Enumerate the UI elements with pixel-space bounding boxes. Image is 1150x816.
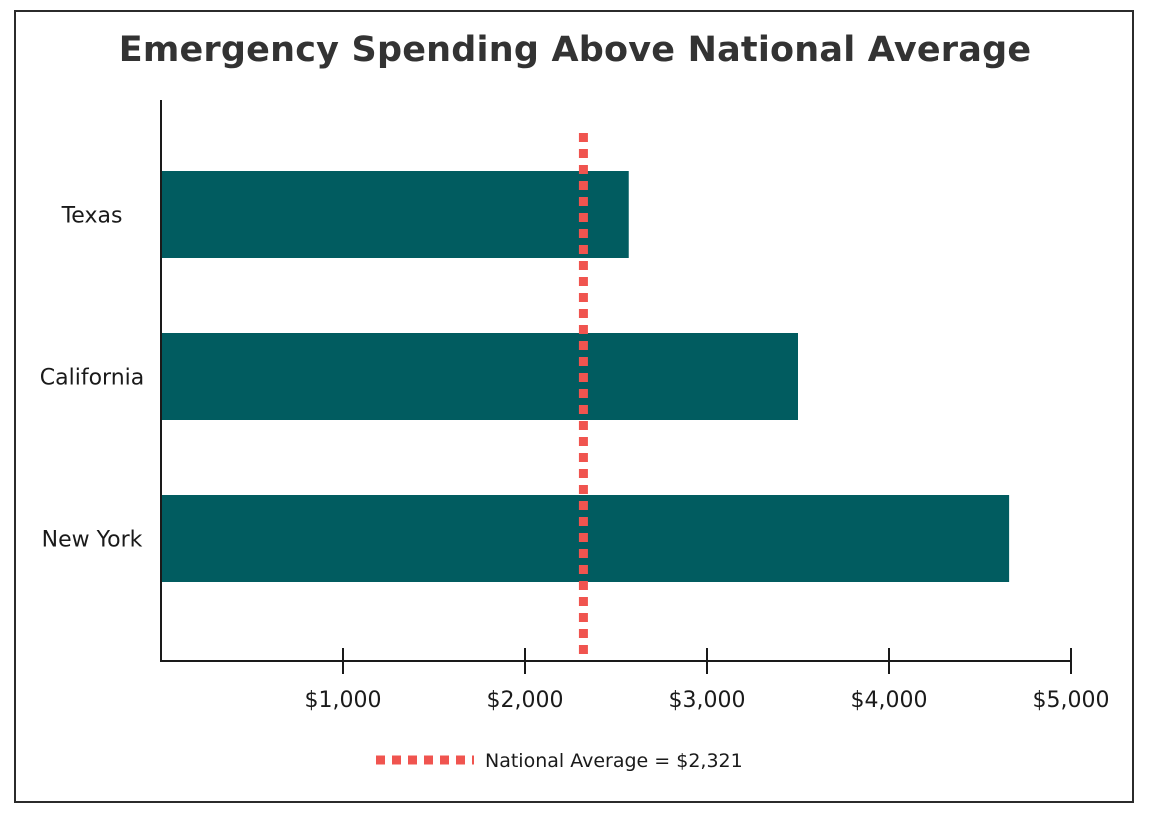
legend-label: National Average = $2,321 [485, 750, 743, 772]
x-tick-label: $1,000 [305, 688, 382, 713]
bar-california [161, 333, 798, 420]
chart-title: Emergency Spending Above National Averag… [118, 30, 1032, 70]
category-label: New York [42, 528, 143, 553]
x-tick-label: $4,000 [851, 688, 928, 713]
category-label: Texas [61, 204, 123, 229]
category-label: California [40, 366, 144, 391]
x-tick-label: $3,000 [669, 688, 746, 713]
bar-texas [161, 171, 629, 258]
x-tick-label: $5,000 [1033, 688, 1110, 713]
x-tick-label: $2,000 [487, 688, 564, 713]
